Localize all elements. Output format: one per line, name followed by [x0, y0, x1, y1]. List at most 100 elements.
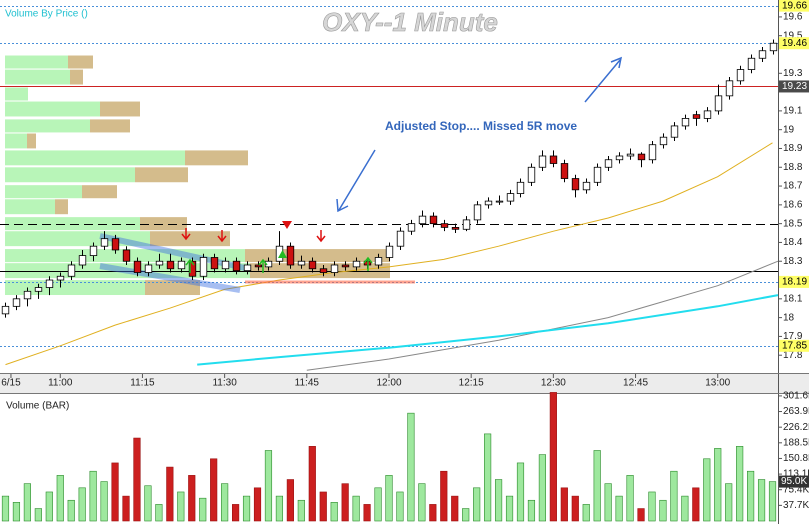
x-tick-label: 13:00	[705, 378, 730, 389]
candles	[1, 39, 778, 318]
volume-bar	[615, 495, 623, 522]
candle-body	[89, 245, 98, 256]
volume-bar	[45, 491, 53, 522]
volume-bar	[297, 499, 305, 522]
volume-bar	[100, 481, 108, 522]
candle-body	[133, 260, 142, 273]
volume-bar	[319, 491, 327, 522]
panel-title: Volume (BAR)	[6, 401, 69, 412]
candle-body	[418, 215, 427, 225]
level-tag	[779, 80, 809, 93]
volume-bar	[582, 504, 590, 522]
volume-bar	[23, 483, 31, 522]
volume-bar	[341, 483, 349, 522]
candle-body	[78, 255, 87, 266]
channel-line	[99, 233, 246, 271]
volume-bar	[144, 485, 152, 522]
candle-body	[495, 200, 504, 203]
candle-body	[769, 42, 778, 52]
volume-bar	[462, 508, 470, 522]
volume-bar	[133, 437, 141, 522]
vbp-up	[5, 87, 28, 101]
x-tick-label: 6/15	[1, 378, 21, 389]
candle-body	[681, 118, 690, 127]
vbp-up	[5, 167, 135, 183]
y-tick-label: 18.6	[783, 199, 803, 210]
volume-bar	[484, 433, 492, 522]
volume-bar	[747, 470, 755, 522]
annotation: Adjusted Stop.... Missed 5R move	[385, 119, 577, 133]
candle-body	[297, 260, 306, 266]
candle-body	[714, 95, 723, 112]
x-tick-label: 11:00	[48, 378, 73, 389]
candle-body	[407, 223, 416, 232]
volume-bar	[232, 504, 240, 522]
moving-averages	[5, 142, 779, 371]
candle-body	[516, 181, 525, 194]
volume-bar	[374, 487, 382, 522]
volume-bar	[516, 462, 525, 522]
volume-bar	[681, 495, 689, 522]
volume-bar	[527, 499, 536, 522]
volume-bar	[670, 470, 678, 522]
volume-bar	[604, 483, 612, 522]
vbp-down	[55, 199, 68, 215]
y-tick-label: 17.8	[783, 350, 803, 361]
indicator-label: Volume By Price ()	[5, 9, 88, 20]
vbp-up	[5, 263, 250, 279]
candle-body	[264, 260, 273, 268]
candle-body	[506, 193, 515, 202]
current-volume-label: 95.0K	[781, 476, 807, 487]
candle-body	[396, 230, 405, 247]
x-tick-label: 12:15	[459, 378, 484, 389]
signal-arrows	[181, 56, 623, 273]
candle-body	[155, 260, 164, 266]
vbp-up	[5, 55, 68, 69]
volume-bar	[571, 495, 579, 522]
volume-tick-label: 226.2K	[783, 422, 809, 433]
candle-body	[56, 275, 65, 281]
volume-bar	[538, 454, 546, 522]
x-tick-label: 11:30	[212, 378, 237, 389]
current-volume-tag	[779, 475, 809, 488]
volume-bar	[221, 483, 229, 522]
volume-bar	[418, 483, 426, 522]
volume-by-price	[5, 55, 390, 296]
candle-body	[593, 166, 602, 183]
volume-bar	[725, 483, 733, 522]
vbp-down	[150, 231, 230, 247]
volume-bar	[199, 497, 207, 522]
candle-body	[122, 249, 131, 262]
candle-body	[188, 260, 197, 277]
candle-body	[473, 204, 482, 221]
volume-bar	[67, 499, 75, 522]
y-tick-label: 19.3	[783, 68, 803, 79]
y-tick-label: 18.1	[783, 293, 803, 304]
buy-arrow	[363, 256, 373, 271]
vbp-down	[68, 55, 93, 69]
candle-body	[385, 245, 394, 258]
vbp-down	[100, 101, 140, 117]
vbp-down	[27, 133, 36, 149]
volume-bar	[264, 450, 273, 522]
volume-bar	[78, 487, 86, 522]
channel-line	[99, 263, 241, 293]
volume-bar	[34, 508, 42, 522]
level-tag-label: 19.23	[782, 81, 807, 92]
candle-body	[429, 215, 438, 225]
candle-body	[166, 260, 175, 270]
volume-bar	[242, 495, 251, 522]
candle-body	[692, 114, 701, 119]
volume-bar	[451, 495, 459, 522]
volume-tick-label: 188.5K	[783, 437, 809, 448]
axes: 17.8 17.9 18 18.1 18.3 18.4 18.5 18.6 18.7 18.8 18…	[1, 0, 809, 511]
candle-body	[144, 264, 153, 273]
vbp-up	[5, 185, 82, 199]
candle-body	[221, 260, 230, 270]
level-tag-label: 17.85	[782, 340, 807, 351]
volume-tick-label: 37.7K	[783, 500, 809, 511]
volume-bar	[177, 491, 185, 522]
volume-bar	[549, 392, 557, 522]
volume-bar	[505, 495, 514, 522]
